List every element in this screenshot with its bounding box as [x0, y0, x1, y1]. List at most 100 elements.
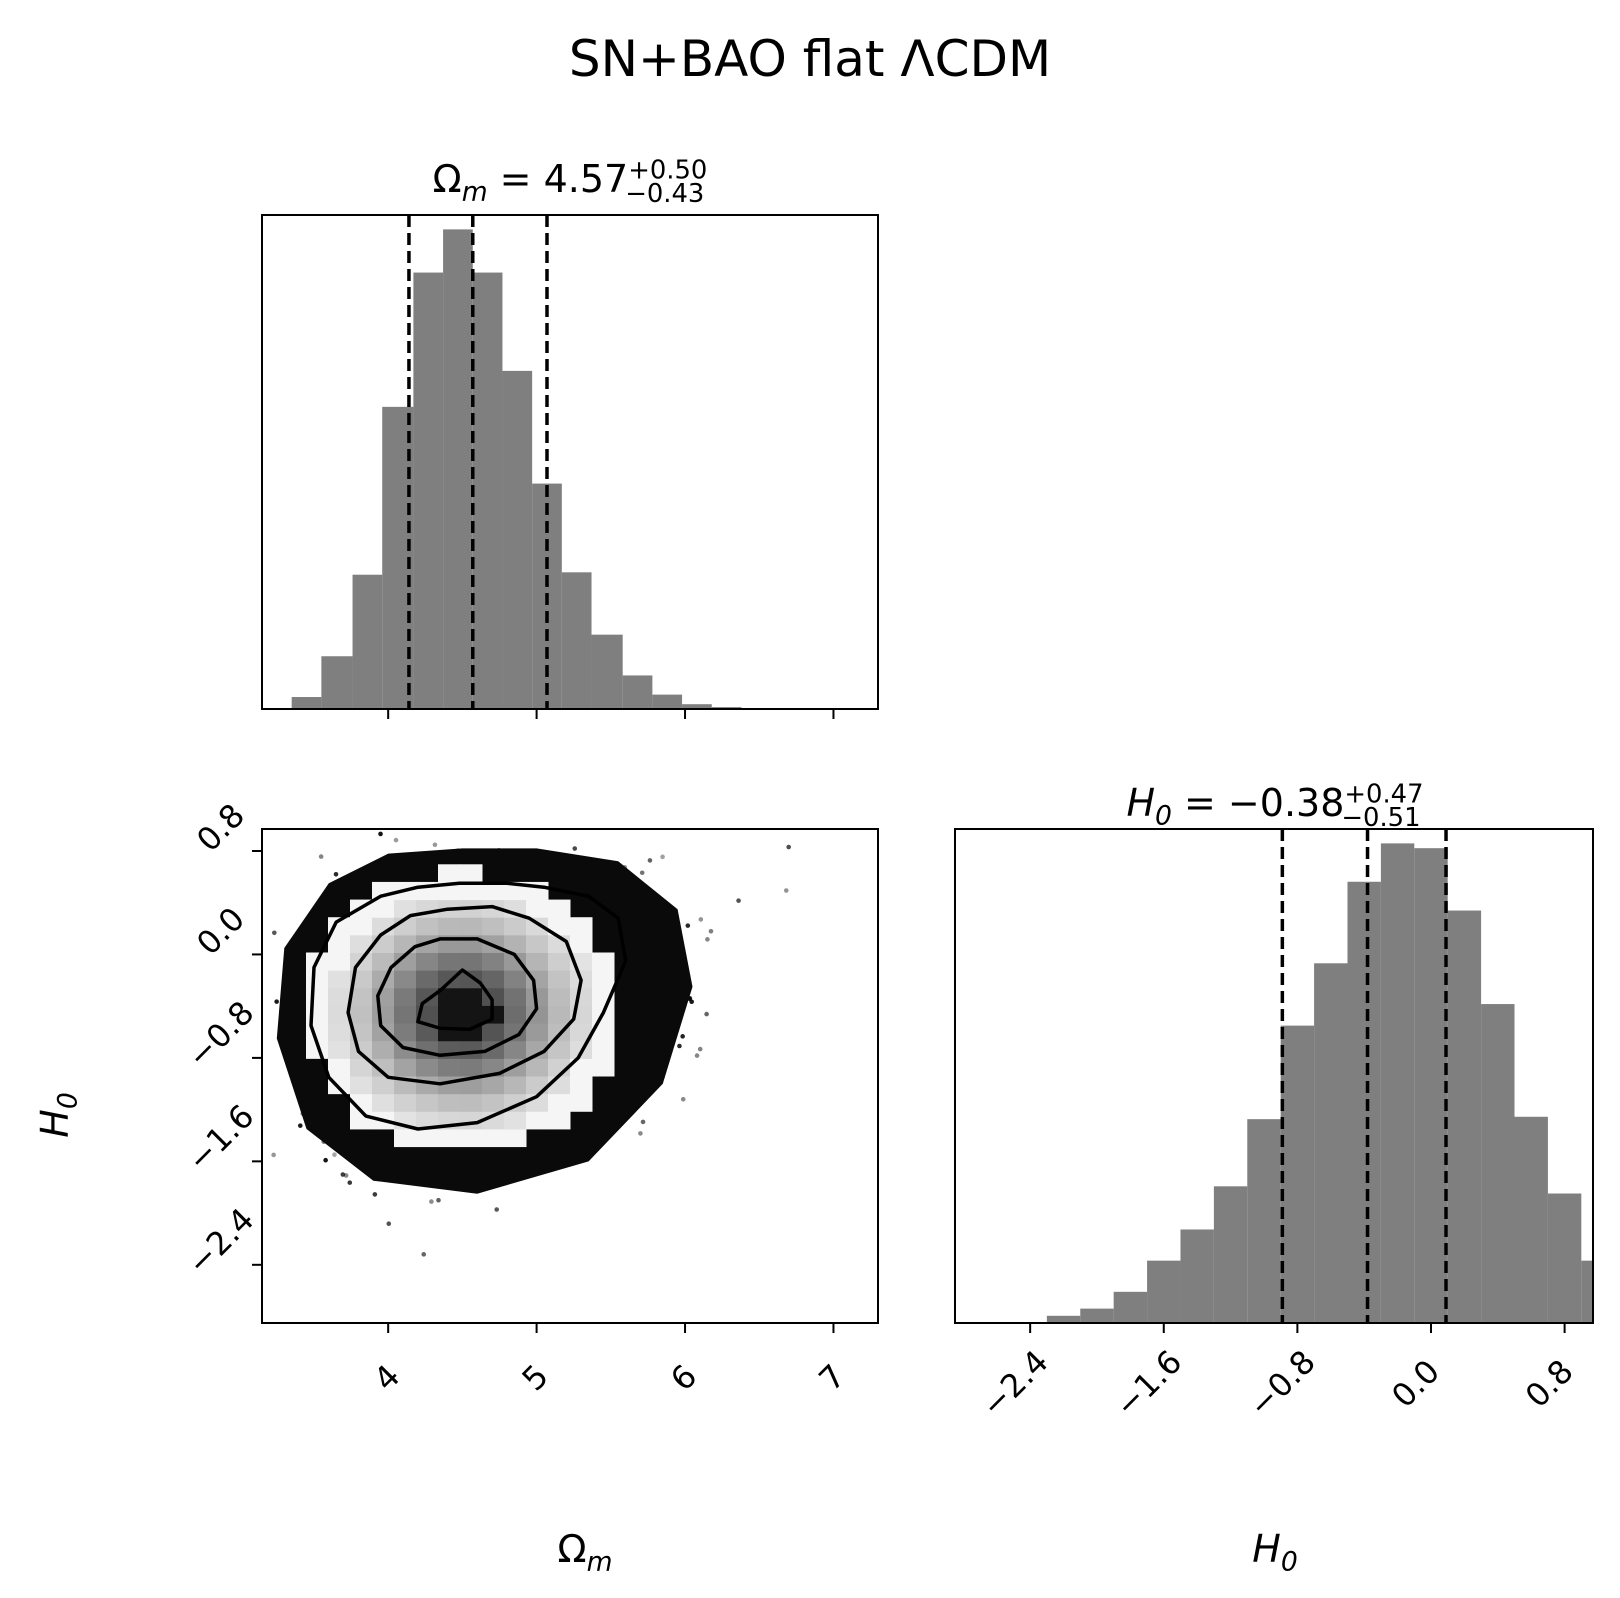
density-cell	[328, 934, 351, 953]
density-cell	[570, 1093, 593, 1112]
density-cell	[526, 970, 549, 989]
density-cell	[526, 899, 549, 918]
x-tick-label: −1.6	[1107, 1343, 1189, 1425]
y-axis-label-h0-symbol: H	[33, 1109, 77, 1138]
density-cell	[504, 1128, 527, 1148]
density-cell	[460, 1040, 483, 1059]
density-grid	[306, 864, 615, 1148]
density-cell	[394, 970, 417, 989]
sample-point	[547, 821, 552, 826]
sample-point	[647, 858, 653, 863]
histogram-bar	[1280, 1025, 1315, 1323]
x-tick-label: 5	[515, 1357, 556, 1398]
omega-m-title-symbol: Ω	[433, 157, 462, 201]
density-cell	[416, 952, 439, 971]
histogram-bar	[1481, 1004, 1515, 1323]
omega-m-title: Ωm = 4.57+0.50 −0.43	[433, 155, 708, 209]
histogram-bar	[591, 634, 623, 709]
histogram-bar	[1447, 910, 1482, 1323]
x-axis-label-omega-m: Ωm	[558, 1527, 613, 1577]
histogram-bar	[622, 675, 653, 709]
density-cell	[416, 917, 439, 936]
sample-point	[274, 999, 279, 1004]
y-tick-label: −0.8	[180, 994, 262, 1076]
sample-point	[677, 1043, 682, 1049]
h0-title-minus-error: −0.51	[1341, 803, 1420, 833]
density-cell	[460, 1005, 483, 1024]
density-cell	[482, 1128, 505, 1148]
omega-m-title-plus-error: +0.50	[628, 155, 707, 185]
density-cell	[482, 1076, 505, 1095]
sample-point	[432, 842, 438, 848]
density-cell	[372, 1023, 395, 1042]
histogram-bar	[472, 272, 503, 709]
density-cell	[460, 1058, 483, 1077]
density-cell	[504, 987, 527, 1006]
axes-frame	[261, 828, 879, 1324]
sample-point	[429, 1199, 434, 1204]
density-cell	[372, 1093, 395, 1112]
density-cell	[438, 917, 461, 936]
density-cell	[372, 1076, 395, 1095]
h0-histogram-panel: −2.4 −1.6 −0.8 0.0 0.8 H0 = −0.38+0.47 −0.51	[954, 779, 1594, 1425]
y-tick-label: 0.0	[189, 900, 252, 963]
histogram-bar	[1347, 881, 1381, 1323]
h0-title-plus-error: +0.47	[1344, 779, 1423, 809]
x-tick-label: 6	[663, 1357, 704, 1398]
figure-title: SN+BAO flat ΛCDM	[569, 30, 1051, 88]
y-tick-label: −2.4	[180, 1200, 262, 1282]
sample-point	[704, 1011, 709, 1017]
density-cell	[548, 1040, 571, 1059]
density-cell	[504, 1111, 527, 1130]
density-cell	[328, 1058, 351, 1077]
joint-plot-area	[271, 797, 791, 1257]
density-cell	[482, 881, 505, 901]
density-cell	[504, 1076, 527, 1095]
density-cell	[460, 1093, 483, 1112]
density-cell	[526, 934, 549, 953]
density-cell	[416, 1058, 439, 1077]
histogram-bar	[1581, 1260, 1593, 1323]
x-axis-label-h0-subscript: 0	[1281, 1546, 1298, 1577]
density-cell	[328, 1023, 351, 1042]
density-cell	[306, 970, 329, 989]
sample-point	[486, 797, 491, 802]
density-cell	[328, 987, 351, 1006]
histogram-bar	[352, 574, 383, 709]
x-axis-label-omega-m-subscript: m	[587, 1546, 613, 1577]
density-cell	[548, 899, 571, 918]
y-axis-label-h0-subscript: 0	[52, 1092, 83, 1109]
density-cell	[350, 917, 373, 936]
density-cell	[394, 1005, 417, 1024]
right-plot-area	[1046, 829, 1593, 1323]
histogram-bar	[321, 656, 353, 709]
density-cell	[526, 1023, 549, 1042]
sample-point	[318, 854, 324, 859]
sample-point	[271, 1152, 276, 1158]
density-cell	[592, 1040, 615, 1059]
density-cell	[350, 1111, 373, 1130]
density-cell	[548, 917, 571, 936]
density-cell	[482, 970, 505, 989]
density-cell	[570, 1058, 593, 1077]
sample-point	[736, 898, 741, 903]
histogram-bar	[652, 694, 683, 709]
histogram-bar	[1046, 1315, 1081, 1323]
density-cell	[416, 1093, 439, 1112]
contour-core	[416, 968, 494, 1032]
x-axis-label-h0: H0	[1252, 1527, 1298, 1577]
density-cell	[460, 881, 483, 901]
sample-point	[436, 1197, 441, 1203]
density-cell	[394, 1058, 417, 1077]
histogram-bar	[1147, 1260, 1181, 1323]
sample-point	[472, 821, 477, 826]
sample-point	[639, 870, 645, 876]
density-cell	[548, 952, 571, 971]
density-cell	[592, 1058, 615, 1077]
histogram-bar	[443, 229, 473, 709]
density-cell	[328, 952, 351, 971]
density-cell	[526, 1040, 549, 1059]
density-cell	[306, 1040, 329, 1059]
density-cell	[328, 970, 351, 989]
sample-point	[347, 1180, 353, 1185]
